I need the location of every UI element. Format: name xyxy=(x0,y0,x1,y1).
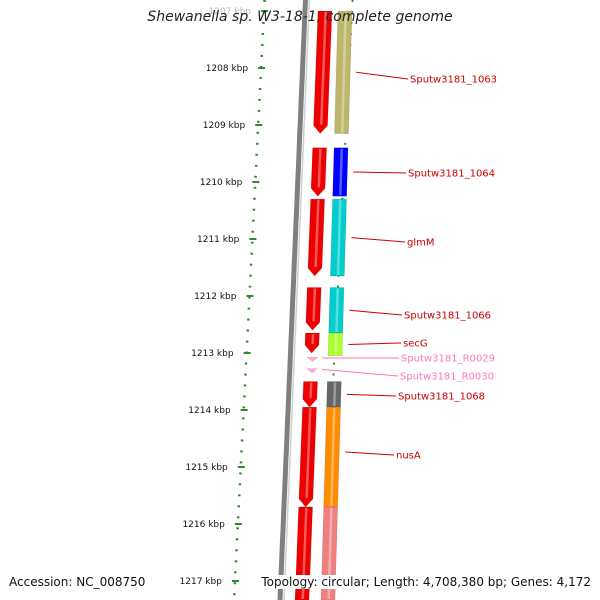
gene-feature-highlight xyxy=(339,148,344,196)
gene-label[interactable]: Sputw3181_1068 xyxy=(398,392,485,403)
cds-feature-highlight xyxy=(319,11,327,125)
ruler-tick-label: 1212 kbp xyxy=(194,292,237,302)
cds-feature-highlight xyxy=(314,200,320,268)
cds-feature-highlight xyxy=(305,408,312,498)
ruler-tick-label: 1214 kbp xyxy=(188,406,231,416)
ruler-dots xyxy=(232,0,266,600)
gene-feature-highlight xyxy=(333,382,337,407)
gene-label[interactable]: Sputw3181_1064 xyxy=(408,169,495,180)
label-leader-line xyxy=(349,309,403,316)
gene-feature[interactable] xyxy=(328,287,345,334)
gene-feature-highlight xyxy=(335,288,339,333)
gene-feature[interactable] xyxy=(330,198,347,277)
gene-label[interactable]: nusA xyxy=(396,451,421,462)
cds-feature[interactable] xyxy=(305,287,322,331)
ruler-tick-label: 1210 kbp xyxy=(200,178,243,188)
map-title: Shewanella sp. W3-18-1, complete genome xyxy=(147,9,453,25)
label-leader-line xyxy=(348,342,402,345)
accession-text: Accession: NC_008750 xyxy=(9,575,146,589)
ruler-tick-label: 1215 kbp xyxy=(185,463,228,473)
cds-feature[interactable] xyxy=(302,381,318,408)
gene-feature-highlight xyxy=(330,408,336,506)
gene-feature-highlight xyxy=(336,200,342,276)
gene-feature[interactable] xyxy=(332,147,349,197)
cds-feature[interactable] xyxy=(313,10,333,135)
label-leader-line xyxy=(321,368,399,377)
label-leader-line xyxy=(346,393,397,397)
gene-track xyxy=(306,10,353,600)
gene-label[interactable]: secG xyxy=(403,339,428,350)
ruler-tick-label: 1208 kbp xyxy=(206,64,249,74)
ruler-tick-label: 1217 kbp xyxy=(180,577,223,587)
gene-label[interactable]: Sputw3181_R0030 xyxy=(400,372,494,383)
gene-feature[interactable] xyxy=(327,332,344,357)
gene-label[interactable]: glmM xyxy=(407,238,435,249)
gene-label[interactable]: Sputw3181_1066 xyxy=(404,311,491,322)
backbone-line xyxy=(277,0,308,600)
gene-label[interactable]: Sputw3181_R0029 xyxy=(401,354,495,365)
backbone xyxy=(277,0,311,600)
cds-feature[interactable] xyxy=(304,332,320,354)
ruler-tick-label: 1213 kbp xyxy=(191,349,234,359)
topology-text: Topology: circular; Length: 4,708,380 bp… xyxy=(259,575,591,589)
trna-feature[interactable] xyxy=(306,368,319,374)
cds-track xyxy=(294,10,333,600)
cds-feature[interactable] xyxy=(310,147,327,197)
ruler-tick-label: 1216 kbp xyxy=(182,520,225,530)
cds-feature-highlight xyxy=(312,288,317,322)
gene-feature-highlight xyxy=(340,11,347,133)
cds-feature[interactable] xyxy=(298,406,317,508)
ruler-tick-label: 1207 kbp xyxy=(209,7,252,17)
cds-feature[interactable] xyxy=(307,198,325,277)
label-leader-line xyxy=(351,237,406,243)
trna-feature[interactable] xyxy=(306,357,319,362)
gene-feature-highlight xyxy=(334,334,338,355)
cds-feature-highlight xyxy=(309,382,313,399)
backbone-inner-line xyxy=(283,0,311,600)
gene-feature[interactable] xyxy=(334,10,353,134)
gene-label[interactable]: Sputw3181_1063 xyxy=(410,75,497,86)
cds-feature-highlight xyxy=(317,148,322,188)
label-leader-line xyxy=(345,451,395,456)
ruler-tick-label: 1211 kbp xyxy=(197,235,240,245)
gene-labels: Sputw3181_1063 Sputw3181_1064 glmM Sputw318… xyxy=(321,71,497,462)
label-leader-line xyxy=(353,171,407,174)
label-leader-line xyxy=(356,71,409,80)
ruler-tick-label: 1209 kbp xyxy=(203,121,246,131)
